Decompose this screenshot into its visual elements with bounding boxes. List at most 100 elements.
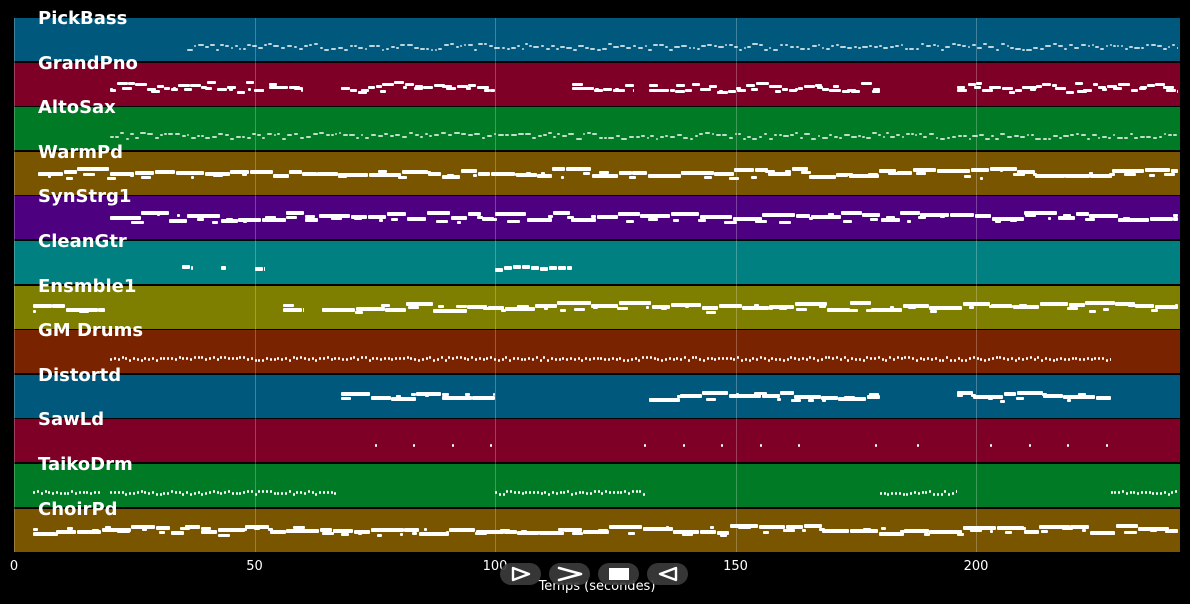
midi-note bbox=[406, 356, 409, 360]
midi-note bbox=[911, 133, 914, 136]
midi-note bbox=[961, 359, 964, 363]
midi-note bbox=[904, 356, 907, 360]
midi-note bbox=[415, 217, 425, 221]
midi-note bbox=[478, 43, 483, 45]
track-lane[interactable] bbox=[14, 374, 1180, 418]
track-lane[interactable] bbox=[14, 508, 1180, 552]
midi-note bbox=[700, 87, 712, 91]
midi-note bbox=[266, 490, 268, 493]
midi-note bbox=[528, 357, 531, 361]
midi-note bbox=[881, 526, 887, 530]
midi-note bbox=[1105, 359, 1108, 363]
midi-note bbox=[1006, 45, 1009, 47]
midi-note bbox=[121, 491, 124, 494]
midi-note bbox=[648, 397, 680, 402]
midi-note bbox=[312, 133, 318, 136]
midi-note bbox=[490, 171, 516, 176]
midi-note bbox=[228, 490, 230, 493]
midi-note bbox=[497, 359, 500, 363]
midi-note bbox=[1091, 134, 1097, 137]
midi-note bbox=[305, 136, 312, 139]
midi-note bbox=[1048, 138, 1052, 141]
midi-note bbox=[358, 172, 367, 176]
track-lane[interactable] bbox=[14, 330, 1180, 374]
track-lane[interactable] bbox=[14, 62, 1180, 106]
track-lane[interactable] bbox=[14, 241, 1180, 284]
midi-note bbox=[1141, 491, 1144, 494]
midi-note bbox=[933, 493, 935, 496]
midi-note bbox=[917, 492, 920, 495]
midi-note bbox=[863, 527, 871, 531]
rewind-button[interactable] bbox=[647, 563, 688, 585]
play-button[interactable] bbox=[500, 563, 541, 585]
midi-note bbox=[430, 49, 434, 51]
midi-note bbox=[245, 80, 254, 84]
midi-note bbox=[1123, 172, 1136, 176]
midi-note bbox=[683, 137, 689, 140]
midi-note bbox=[803, 523, 822, 528]
midi-note bbox=[775, 89, 781, 93]
midi-note bbox=[399, 532, 404, 536]
midi-note bbox=[981, 214, 986, 218]
midi-note bbox=[220, 356, 223, 360]
midi-note bbox=[481, 137, 486, 140]
midi-note bbox=[1022, 358, 1025, 362]
midi-note bbox=[680, 358, 683, 362]
midi-note bbox=[396, 394, 401, 398]
midi-note bbox=[178, 491, 181, 494]
midi-note bbox=[286, 528, 320, 533]
midi-note bbox=[395, 357, 398, 361]
midi-note bbox=[1018, 526, 1026, 530]
midi-note bbox=[608, 358, 610, 362]
midi-note bbox=[178, 83, 190, 87]
track-lane[interactable] bbox=[14, 419, 1180, 463]
track-lane[interactable] bbox=[14, 196, 1180, 240]
midi-note bbox=[989, 304, 994, 308]
midi-note bbox=[288, 359, 291, 363]
midi-note bbox=[555, 492, 558, 495]
midi-note bbox=[1070, 524, 1090, 529]
midi-note bbox=[1149, 217, 1162, 221]
midi-note bbox=[1075, 133, 1080, 136]
midi-note bbox=[1146, 136, 1152, 139]
midi-note bbox=[540, 492, 543, 495]
midi-note bbox=[795, 132, 799, 135]
midi-note bbox=[646, 356, 648, 360]
midi-note bbox=[977, 47, 982, 49]
midi-note bbox=[529, 45, 532, 47]
midi-note bbox=[197, 218, 204, 222]
midi-note bbox=[979, 134, 984, 137]
midi-note bbox=[370, 134, 377, 137]
midi-note bbox=[718, 89, 723, 93]
midi-note bbox=[866, 137, 871, 140]
track-lane[interactable] bbox=[14, 18, 1180, 61]
stop-button[interactable] bbox=[598, 563, 639, 585]
midi-note bbox=[914, 491, 916, 494]
midi-note bbox=[758, 136, 763, 139]
midi-note bbox=[575, 138, 582, 141]
midi-note bbox=[433, 308, 467, 313]
midi-note bbox=[154, 137, 159, 140]
track-lane[interactable] bbox=[14, 285, 1180, 329]
midi-note bbox=[699, 215, 733, 220]
midi-note bbox=[590, 48, 596, 50]
fast-forward-button[interactable] bbox=[549, 563, 590, 585]
midi-note bbox=[904, 528, 929, 533]
midi-note bbox=[1167, 134, 1172, 137]
midi-note bbox=[598, 137, 603, 140]
midi-note bbox=[984, 359, 987, 363]
midi-note bbox=[609, 524, 643, 529]
midi-note bbox=[286, 216, 298, 220]
midi-note bbox=[672, 358, 675, 362]
midi-note bbox=[1060, 357, 1063, 361]
track-lane[interactable] bbox=[14, 464, 1180, 507]
midi-note bbox=[1059, 137, 1062, 140]
track-lane[interactable] bbox=[14, 107, 1180, 151]
track-lane[interactable] bbox=[14, 151, 1180, 195]
midi-note bbox=[438, 48, 443, 50]
midi-note bbox=[1172, 44, 1176, 46]
midi-note bbox=[309, 172, 319, 176]
midi-note bbox=[839, 137, 843, 140]
midi-note bbox=[874, 444, 877, 448]
midi-note bbox=[387, 357, 390, 361]
